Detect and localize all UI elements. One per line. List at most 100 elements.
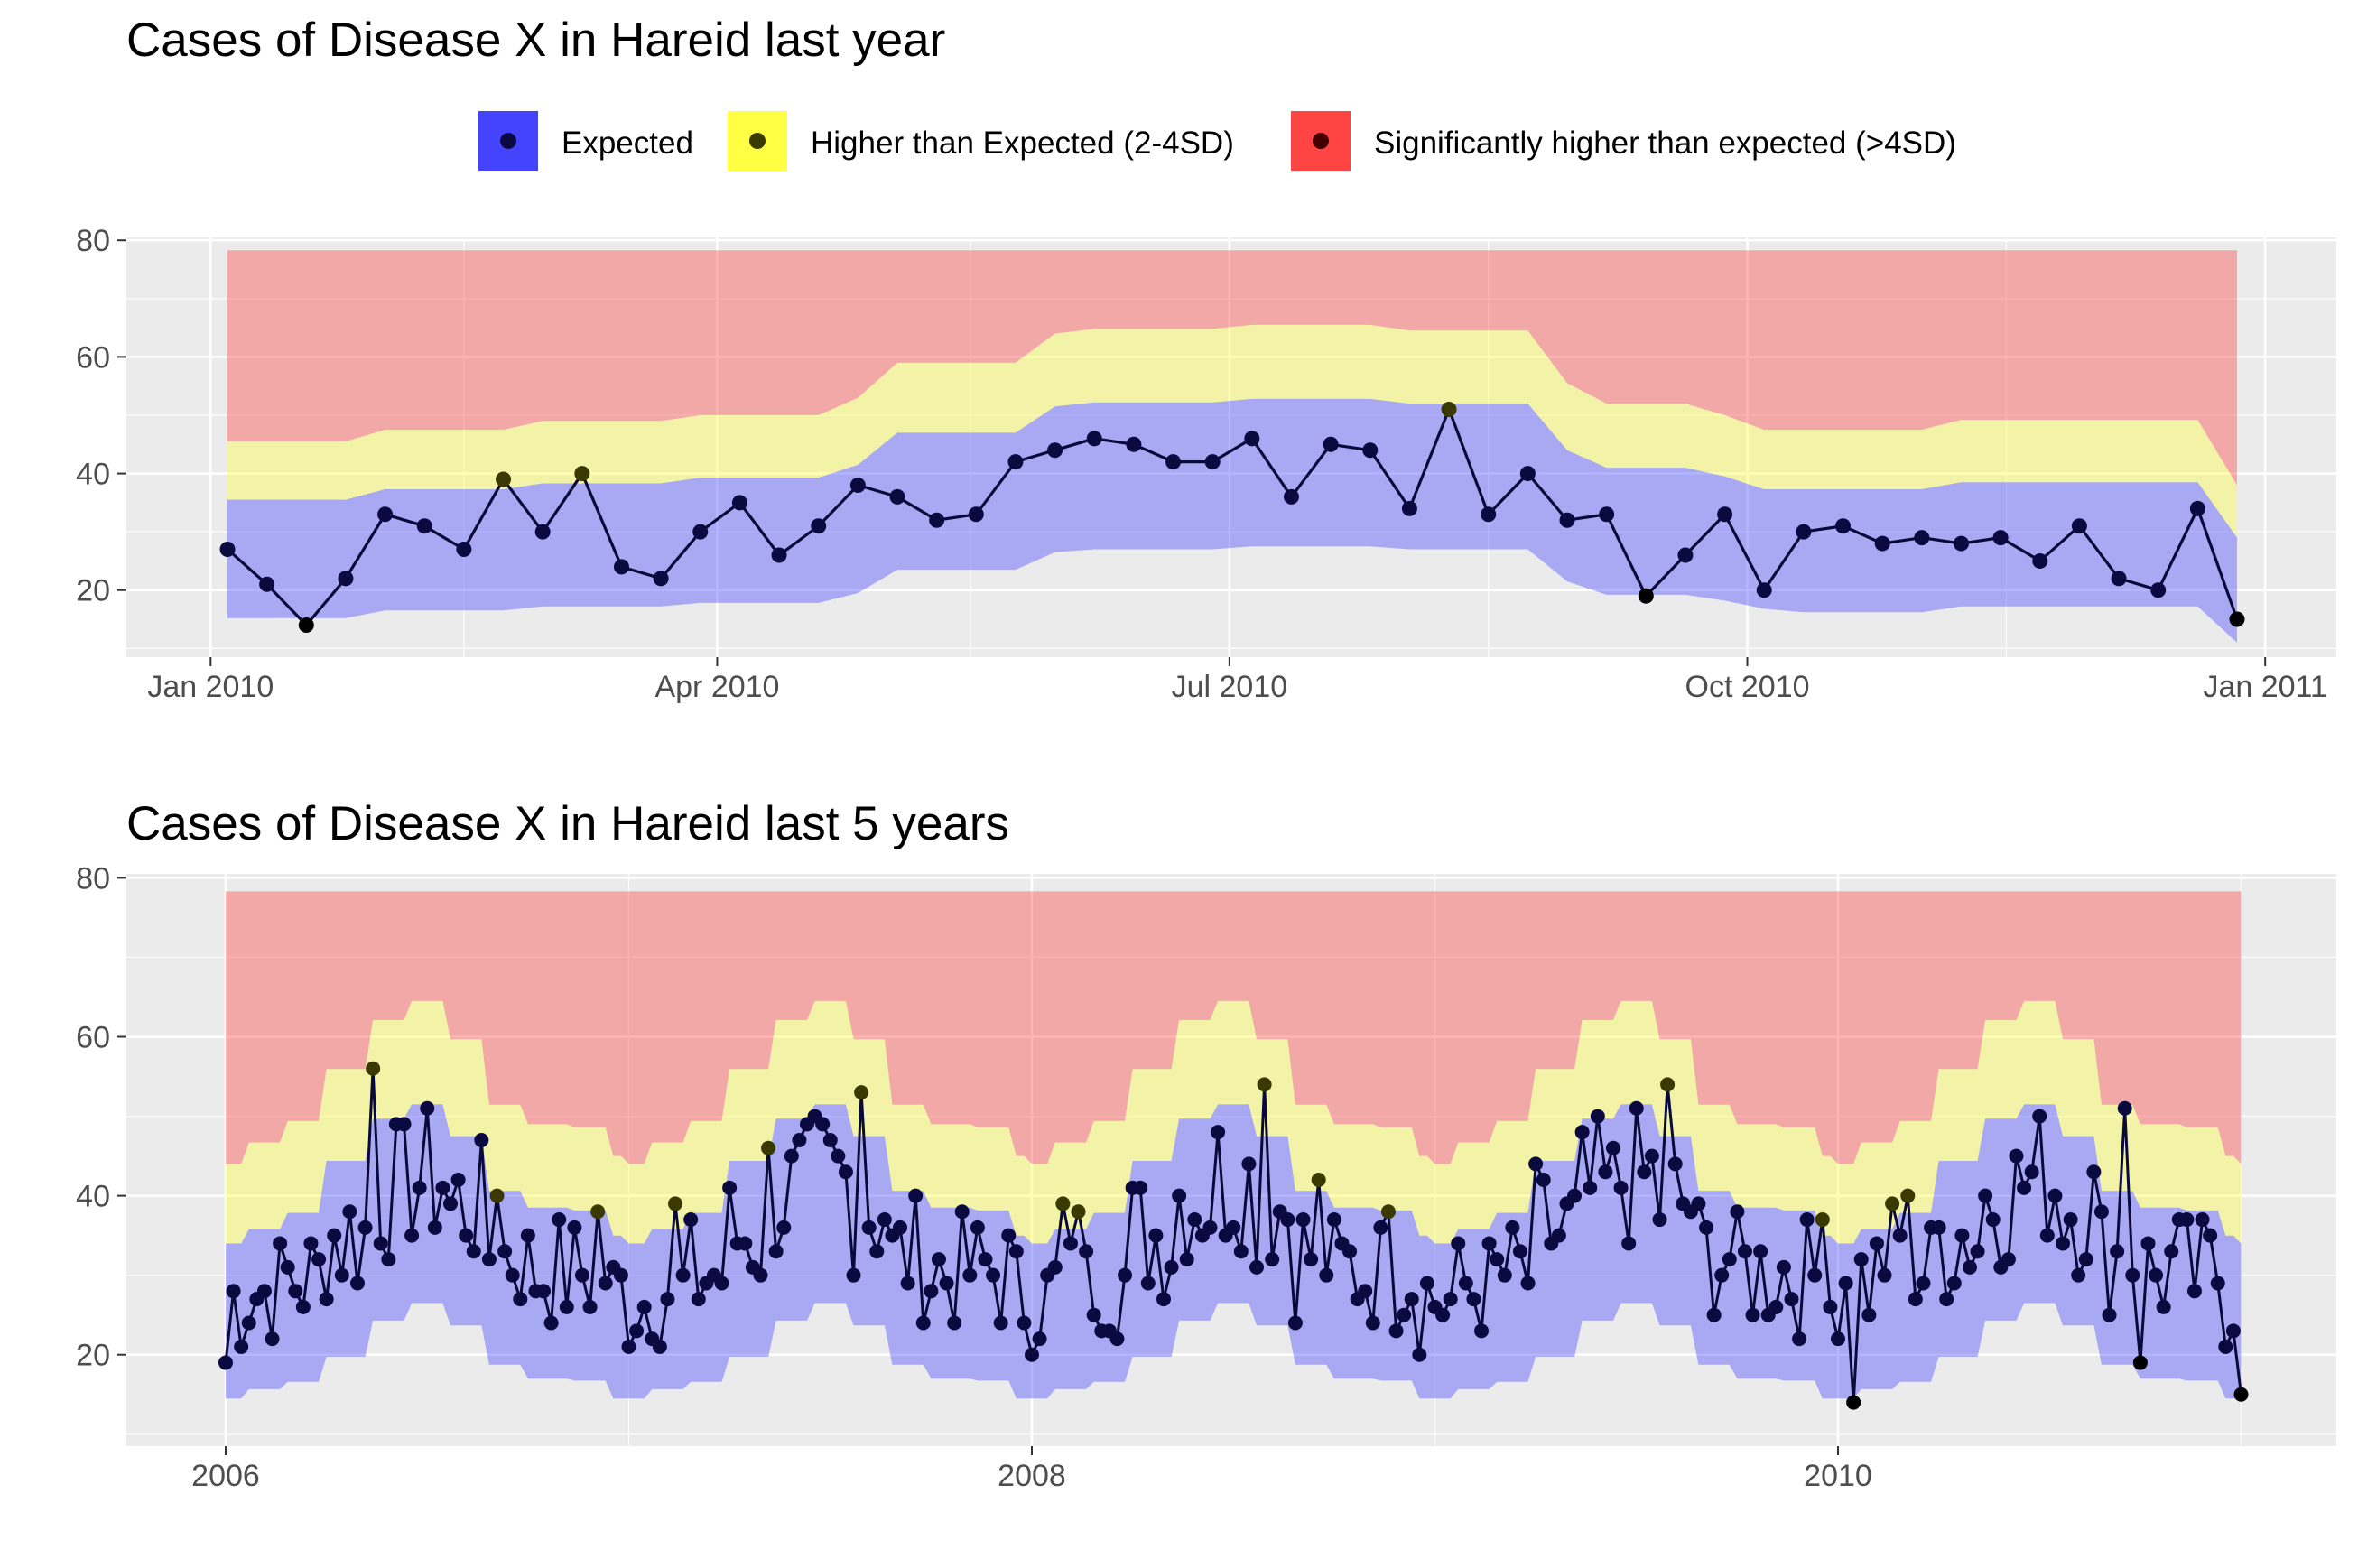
case-point-5y [1140,1276,1156,1291]
case-point-5y [373,1236,388,1251]
case-point-5y [986,1267,1001,1283]
case-point-5y [1287,1315,1303,1331]
case-point-5y [357,1220,373,1235]
case-point-5y [1853,1252,1869,1267]
case-point-5y [1637,1164,1652,1180]
case-point-5y [2102,1307,2117,1322]
case-point [1874,535,1890,552]
case-point-5y [877,1212,892,1228]
case-point-5y [1187,1212,1202,1228]
chart-title-top: Cases of Disease X in Hareid last year [126,14,945,67]
case-point-5y [1714,1267,1730,1283]
case-point-5y [1598,1164,1613,1180]
case-point-5y [1419,1276,1434,1291]
case-point-5y [792,1132,807,1147]
case-point-5y [319,1292,334,1307]
case-point-5y [636,1299,652,1314]
case-point-5y [598,1276,613,1291]
case-point-5y [1931,1220,1946,1235]
case-point-5y [435,1180,450,1195]
case-point-5y [1443,1292,1458,1307]
case-point-5y [776,1220,792,1235]
case-point-5y [1304,1252,1319,1267]
case-point-5y [1233,1244,1249,1259]
case-point-5y [1047,1259,1063,1275]
legend-label-expected: Expected [562,125,693,161]
case-point [1638,588,1654,604]
panel2-y-tick-label: 20 [76,1339,110,1373]
case-point [692,524,709,540]
case-point-5y [1148,1228,1164,1243]
case-point-5y [1970,1244,1985,1259]
case-point-5y [1831,1331,1845,1347]
case-point-5y [846,1267,861,1283]
case-point-5y [1086,1307,1101,1322]
case-point-5y [1660,1077,1676,1092]
case-point-5y [1474,1323,1490,1339]
case-point-5y [831,1148,846,1164]
case-point-5y [505,1267,520,1283]
case-point-5y [1008,1244,1024,1259]
band-significant [227,250,2237,486]
case-point-5y [722,1180,738,1195]
case-point-5y [443,1196,459,1211]
case-point-5y [1885,1196,1900,1211]
band-expected [227,398,2237,643]
case-point [1007,454,1024,470]
case-point-5y [947,1315,962,1331]
case-point-5y [2024,1164,2039,1180]
case-point-5y [1211,1125,1226,1140]
case-point-5y [1118,1267,1133,1283]
case-point-5y [1877,1267,1892,1283]
case-point-5y [660,1292,675,1307]
panel1-x-tick-label: Oct 2010 [1685,670,1810,704]
panel1-x-tick-label: Jan 2011 [2203,670,2326,704]
case-point [1244,431,1260,447]
case-point-5y [1799,1212,1815,1228]
case-point-5y [1226,1220,1241,1235]
case-point-5y [2156,1299,2171,1314]
legend-point-higher [749,133,766,149]
case-point-5y [1823,1299,1838,1314]
case-point-5y [1458,1276,1473,1291]
case-point [1599,506,1615,523]
case-point [929,512,945,528]
case-point [1126,436,1142,452]
case-point [811,518,827,534]
case-point-5y [1838,1276,1853,1291]
case-point-5y [1249,1259,1265,1275]
case-point-5y [1528,1156,1544,1172]
case-point-5y [334,1267,349,1283]
legend-label-significant: Significantly higher than expected (>4SD… [1374,125,1956,161]
case-point-5y [993,1315,1008,1331]
case-point-5y [327,1228,342,1243]
case-point-5y [2164,1244,2179,1259]
band-higher-5y [226,1000,2242,1244]
legend-point-expected [500,133,516,149]
case-point [574,466,590,482]
case-point-5y [1109,1331,1125,1347]
case-point [771,547,787,563]
case-point-5y [1621,1236,1637,1251]
case-point-5y [675,1267,691,1283]
case-point-5y [924,1284,939,1299]
case-point [1992,530,2009,546]
case-point [849,477,866,493]
case-point-5y [2071,1267,2086,1283]
panel2-x-tick-label: 2006 [191,1459,260,1493]
case-point-5y [280,1259,295,1275]
case-point-5y [1342,1244,1358,1259]
case-point-5y [1172,1188,1187,1203]
case-point-5y [381,1252,396,1267]
case-point-5y [1451,1236,1466,1251]
case-point [1401,500,1417,516]
band-significant-5y [226,891,2242,1164]
case-point-5y [1380,1204,1396,1220]
case-point-5y [915,1315,931,1331]
case-point-5y [2149,1267,2164,1283]
case-point-5y [954,1204,970,1220]
case-point-5y [366,1061,381,1076]
case-point-5y [784,1148,799,1164]
case-point-5y [1520,1276,1536,1291]
legend-point-significant [1313,133,1329,149]
